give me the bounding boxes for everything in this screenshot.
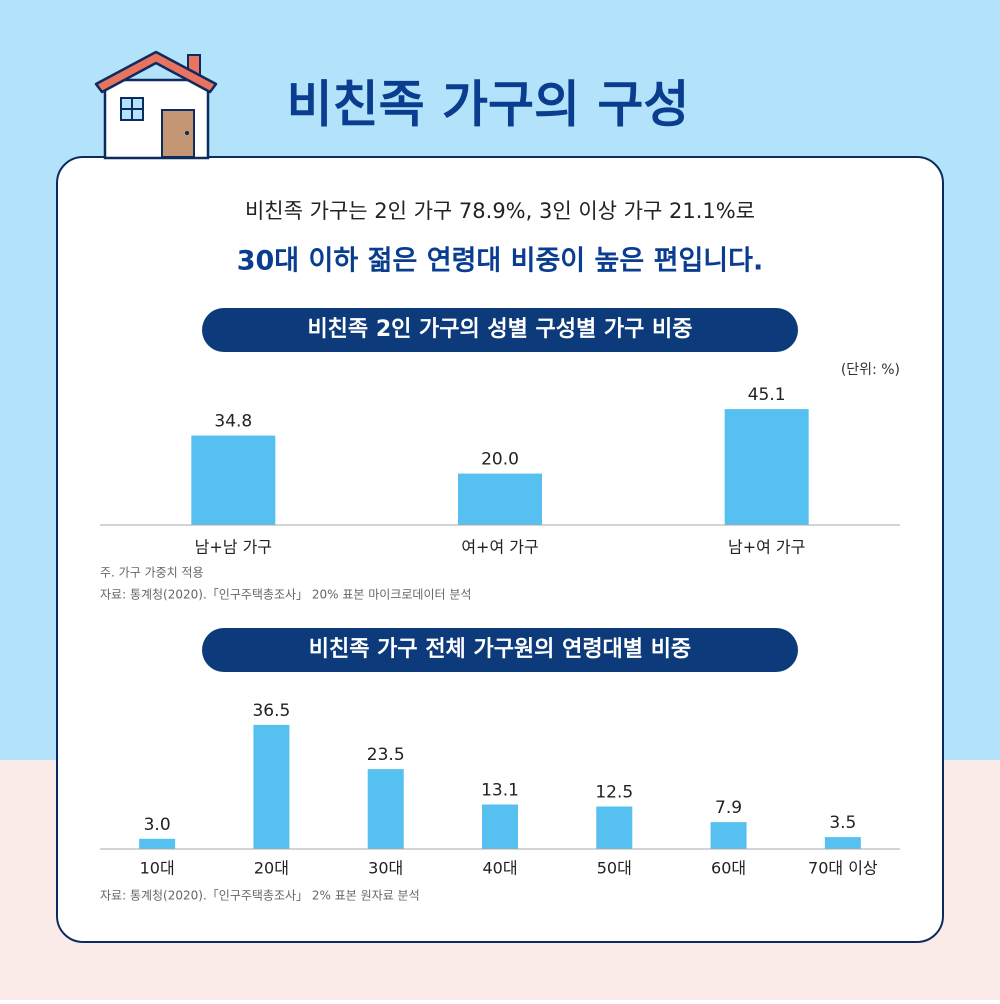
section-pill [202, 628, 798, 672]
unit-label: (단위: %) [841, 362, 900, 378]
bar [724, 409, 809, 525]
bar [139, 838, 176, 849]
value-label: 3.0 [144, 815, 171, 835]
category-label: 20대 [254, 859, 289, 878]
summary-highlight: 30대 이하 젊은 연령대 비중이 높은 편입니다. [237, 246, 764, 277]
value-label: 7.9 [715, 798, 742, 818]
bar [824, 837, 861, 849]
source-note: 자료: 통계청(2020).「인구주택총조사」 2% 표본 원자료 분석 [100, 889, 420, 903]
category-label: 30대 [368, 859, 403, 878]
section-title: 비친족 가구 전체 가구원의 연령대별 비중 [309, 637, 691, 662]
value-label: 12.5 [595, 783, 633, 803]
category-label: 10대 [140, 859, 175, 878]
category-label: 60대 [711, 859, 746, 878]
bar [191, 435, 276, 525]
category-label: 남+여 가구 [728, 538, 805, 557]
value-label: 34.8 [214, 412, 252, 432]
bar [367, 769, 404, 849]
category-label: 40대 [482, 859, 517, 878]
section-pill [202, 308, 798, 352]
category-label: 여+여 가구 [461, 538, 538, 557]
source-note: 주. 가구 가중치 적용 [100, 566, 204, 580]
summary-line: 비친족 가구는 2인 가구 78.9%, 3인 이상 가구 21.1%로 [245, 199, 755, 223]
bar [710, 822, 747, 849]
value-label: 20.0 [481, 450, 519, 470]
value-label: 36.5 [252, 701, 290, 721]
bar [482, 804, 518, 849]
section-title: 비친족 2인 가구의 성별 구성별 가구 비중 [307, 317, 692, 342]
house-icon [94, 50, 218, 160]
main-title: 비친족 가구의 구성 [287, 76, 690, 134]
value-label: 3.5 [829, 813, 856, 833]
source-note: 자료: 통계청(2020).「인구주택총조사」 20% 표본 마이크로데이터 분… [100, 588, 471, 602]
bar [253, 724, 290, 849]
value-label: 45.1 [748, 385, 786, 405]
category-label: 70대 이상 [808, 859, 878, 878]
category-label: 50대 [597, 859, 632, 878]
value-label: 23.5 [367, 745, 405, 765]
bar [596, 806, 633, 849]
category-label: 남+남 가구 [195, 538, 272, 557]
bar [458, 473, 542, 525]
value-label: 13.1 [481, 780, 519, 800]
